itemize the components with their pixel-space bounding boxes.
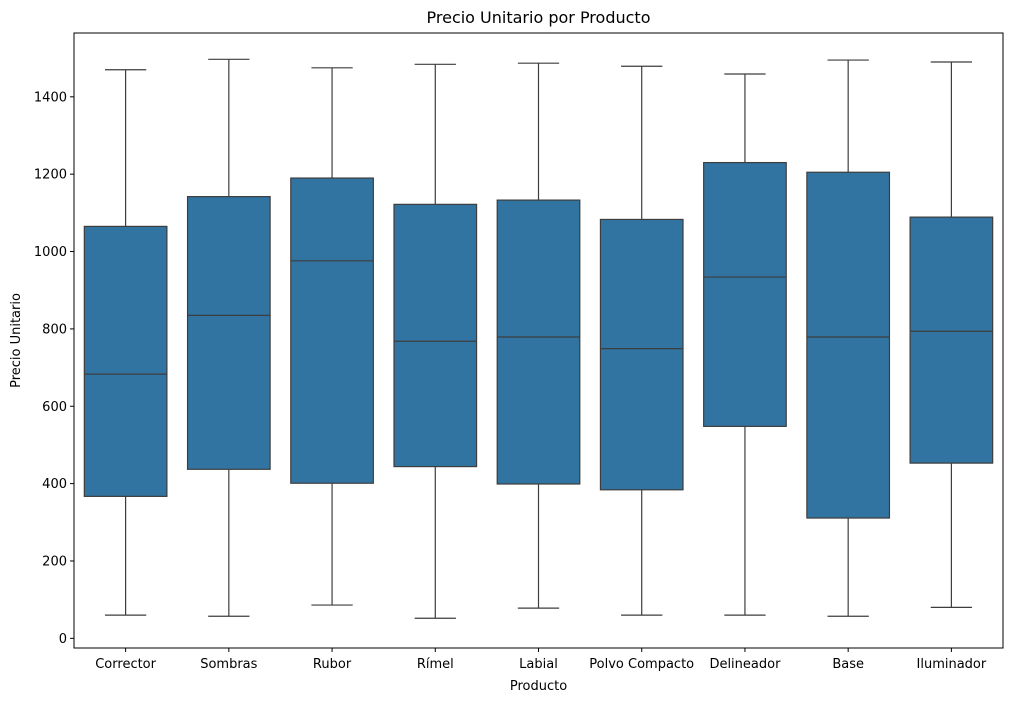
x-tick-label: Rímel <box>417 657 454 672</box>
chart-title: Precio Unitario por Producto <box>427 8 651 27</box>
box-iqr <box>806 171 891 519</box>
box-iqr <box>703 161 787 427</box>
box-7 <box>703 73 787 616</box>
boxes-layer <box>83 58 994 619</box>
x-tick-label: Corrector <box>95 657 156 672</box>
box-iqr <box>496 199 581 485</box>
y-tick-label: 1000 <box>34 245 67 260</box>
box-6 <box>599 65 684 616</box>
x-tick-label: Iluminador <box>917 657 987 672</box>
box-iqr <box>290 177 374 484</box>
y-tick-label: 0 <box>59 632 67 647</box>
y-axis-label: Precio Unitario <box>9 293 24 388</box>
x-tick-label: Polvo Compacto <box>589 657 694 672</box>
y-axis: 0 200 400 600 800 1000 1200 1400 <box>34 90 74 647</box>
box-4 <box>393 63 478 619</box>
box-8 <box>806 59 891 617</box>
box-9 <box>909 61 994 608</box>
y-tick-label: 600 <box>42 400 67 415</box>
box-1 <box>83 69 168 616</box>
box-iqr <box>909 216 994 464</box>
box-2 <box>186 58 271 617</box>
y-tick-label: 200 <box>42 554 67 569</box>
y-tick-label: 1400 <box>34 90 67 105</box>
x-tick-label: Rubor <box>313 657 352 672</box>
x-axis: Corrector Sombras Rubor Rímel Labial Polvo Co… <box>95 648 987 672</box>
y-tick-label: 400 <box>42 477 67 492</box>
y-tick-label: 1200 <box>34 168 67 183</box>
x-axis-label: Producto <box>510 679 567 694</box>
x-tick-label: Labial <box>519 657 558 672</box>
box-iqr <box>186 196 271 470</box>
x-tick-label: Base <box>832 657 864 672</box>
box-3 <box>290 67 374 606</box>
box-5 <box>496 62 581 609</box>
x-tick-label: Sombras <box>200 657 257 672</box>
y-tick-label: 800 <box>42 322 67 337</box>
box-iqr <box>83 225 168 497</box>
box-iqr <box>393 203 478 468</box>
box-iqr <box>599 218 684 491</box>
x-tick-label: Delineador <box>709 657 781 672</box>
